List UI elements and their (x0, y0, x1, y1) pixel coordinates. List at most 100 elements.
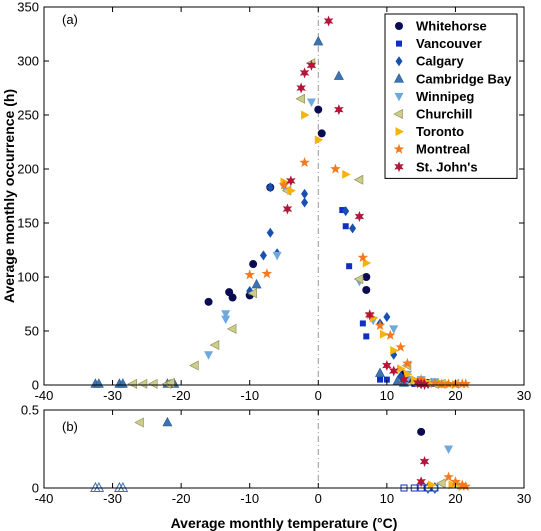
data-point (419, 455, 430, 467)
x-tick-label: -40 (35, 388, 54, 403)
data-point (282, 203, 293, 215)
data-point (330, 163, 341, 174)
y-tick-label: 250 (17, 108, 39, 123)
legend-entry: Toronto (416, 124, 464, 139)
data-point (221, 310, 231, 319)
data-point (383, 311, 391, 322)
data-point (272, 251, 282, 261)
data-point (363, 333, 370, 340)
data-point (377, 376, 383, 383)
y-tick-label: 350 (17, 0, 39, 15)
data-point (353, 274, 364, 285)
data-point (296, 82, 306, 94)
data-point (416, 378, 426, 390)
data-point (295, 93, 305, 104)
data-point (204, 351, 214, 360)
y-tick-label: 0 (32, 378, 39, 393)
data-point (389, 325, 399, 334)
data-point (382, 360, 392, 372)
legend-box (384, 13, 518, 179)
data-point (259, 250, 267, 261)
data-point (251, 278, 262, 289)
data-point (353, 174, 364, 185)
series-group-0 (417, 427, 426, 436)
x-tick-label: 20 (448, 388, 462, 403)
data-point (436, 478, 446, 489)
series-group-6 (134, 417, 460, 490)
x-tick-label: 10 (380, 388, 394, 403)
data-point (390, 345, 399, 355)
legend-marker (396, 40, 402, 47)
x-tick-label: 30 (517, 491, 531, 506)
data-point (93, 481, 105, 492)
data-point (354, 211, 365, 223)
series-st-john-s (282, 15, 430, 390)
data-point (301, 110, 310, 120)
data-point (209, 340, 220, 351)
data-point (359, 320, 366, 327)
series-group-9 (416, 455, 430, 488)
x-axis-label: Average monthly temperature (°C) (171, 515, 398, 531)
legend-entry: Whitehorse (416, 19, 487, 34)
data-point (266, 182, 274, 193)
legend-entry: Churchill (416, 107, 472, 122)
data-point (314, 135, 324, 145)
data-point (410, 375, 420, 385)
x-tick-label: 30 (517, 388, 531, 403)
data-point (443, 378, 454, 389)
data-point (306, 98, 316, 108)
data-point (349, 223, 357, 234)
panel-a: -40 -30 -20 -10 0 10 20 30050100150200250300350… (1, 0, 531, 403)
y-tick-label: 100 (17, 270, 39, 285)
data-point (450, 476, 461, 487)
x-tick-label: 0 (315, 491, 322, 506)
axes-box (43, 6, 525, 386)
data-point (301, 188, 309, 199)
data-point (402, 357, 413, 368)
legend-marker (393, 143, 405, 154)
x-tick-label: -20 (172, 491, 191, 506)
data-point (278, 179, 290, 190)
x-tick-label: -10 (240, 388, 259, 403)
data-point (374, 320, 386, 331)
legend-marker (395, 22, 403, 30)
data-point (342, 169, 351, 179)
data-point (306, 59, 317, 71)
panel-label: (a) (62, 12, 78, 27)
data-point (221, 315, 231, 325)
data-point (317, 129, 326, 138)
data-point (357, 252, 369, 263)
legend-entry: Montreal (416, 142, 470, 157)
data-point (333, 70, 344, 80)
data-point (395, 341, 406, 352)
y-axis-label: Average monthly occurrence (h) (1, 89, 17, 303)
series-montreal (244, 157, 471, 389)
x-tick-label: -30 (103, 388, 122, 403)
x-tick-label: 0 (315, 388, 322, 403)
y-tick-label: 0 (32, 481, 39, 496)
data-point (314, 105, 323, 114)
data-point (134, 417, 144, 428)
series-group-8 (443, 471, 471, 491)
data-point (460, 378, 471, 389)
y-tick-label: 200 (17, 162, 39, 177)
data-point (148, 378, 158, 389)
x-tick-label: -20 (172, 388, 191, 403)
data-point (189, 360, 199, 371)
panel-label: (b) (62, 419, 78, 434)
data-point (301, 197, 309, 208)
legend-marker (395, 56, 403, 67)
x-tick-label: -30 (103, 491, 122, 506)
x-tick-label: -10 (240, 491, 259, 506)
legend-marker (394, 92, 404, 102)
legend: Whitehorse Vancouver Calgary Cambridge Bay W… (384, 13, 518, 179)
x-tick-label: -40 (35, 491, 54, 506)
series-cambridge-bay (90, 35, 409, 388)
legend-marker (393, 109, 403, 119)
legend-entry: Vancouver (416, 36, 482, 51)
series-group-4 (90, 481, 129, 492)
data-point (403, 369, 413, 379)
data-point (247, 288, 257, 299)
x-tick-label: 10 (380, 491, 394, 506)
data-point (249, 260, 258, 269)
